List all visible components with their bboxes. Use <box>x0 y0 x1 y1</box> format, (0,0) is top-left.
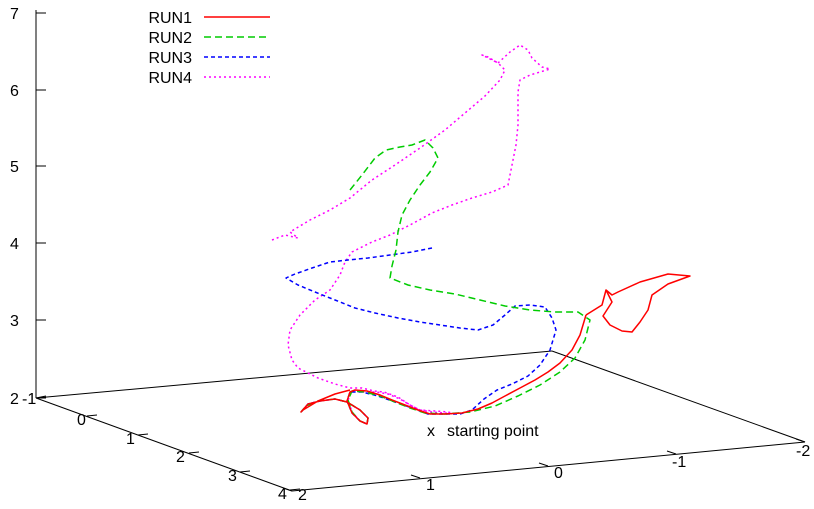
series-line-run4 <box>287 44 551 425</box>
y-tick-label: 1 <box>126 431 135 448</box>
series-layer <box>271 44 691 425</box>
x-tick-label: 0 <box>554 465 563 482</box>
legend: RUN1 RUN2 RUN3 RUN4 <box>148 10 270 87</box>
y-tick: 0 <box>77 412 98 429</box>
series-line-run4 <box>271 54 506 241</box>
x-tick: -2 <box>795 438 810 460</box>
legend-label: RUN2 <box>148 30 192 47</box>
z-tick-label: 3 <box>10 313 19 330</box>
z-tick: 3 <box>10 313 46 330</box>
x-tick: 0 <box>538 462 563 482</box>
z-tick: 7 <box>10 6 46 23</box>
y-tick-label: 0 <box>77 412 86 429</box>
starting-point-annotation: x starting point <box>427 423 539 440</box>
y-tick-label: 4 <box>278 486 287 503</box>
x-tick-label: -1 <box>672 454 686 471</box>
z-axis: 7 6 5 4 3 2 <box>10 6 46 408</box>
z-tick: 5 <box>10 159 46 176</box>
left-floor-edge <box>35 397 293 492</box>
legend-label: RUN1 <box>148 10 192 27</box>
back-floor-edge <box>35 350 553 399</box>
legend-entry: RUN4 <box>148 70 270 87</box>
series-line-run1 <box>585 273 691 333</box>
z-tick-label: 5 <box>10 159 19 176</box>
y-tick: 2 <box>176 449 200 466</box>
starting-point-marker: x <box>427 423 435 440</box>
legend-entry: RUN2 <box>148 30 270 47</box>
x-tick: -1 <box>666 450 686 471</box>
series-line-run3 <box>285 247 557 425</box>
legend-label: RUN4 <box>148 70 192 87</box>
z-tick: 6 <box>10 83 46 100</box>
x-tick: 1 <box>410 474 435 494</box>
y-tick: 4 <box>278 486 301 503</box>
legend-entry: RUN1 <box>148 10 270 27</box>
y-tick: 1 <box>126 431 149 448</box>
right-floor-edge <box>551 350 806 443</box>
series-line-run1 <box>300 314 587 425</box>
z-tick-label: 4 <box>10 236 19 253</box>
legend-entry: RUN3 <box>148 50 270 67</box>
z-tick-label: 7 <box>10 6 19 23</box>
x-tick-label: -2 <box>796 443 810 460</box>
y-tick-label: 2 <box>176 449 185 466</box>
y-axis: -1 0 1 2 3 4 <box>22 391 301 503</box>
z-tick-label: 2 <box>10 391 19 408</box>
legend-label: RUN3 <box>148 50 192 67</box>
starting-point-label: starting point <box>447 423 539 440</box>
z-tick: 4 <box>10 236 46 253</box>
y-tick: -1 <box>22 391 47 408</box>
y-tick-label: 3 <box>228 468 237 485</box>
y-tick-label: -1 <box>22 391 36 408</box>
series-line-run2 <box>300 139 591 425</box>
z-tick-label: 6 <box>10 83 19 100</box>
front-floor-edge <box>291 441 806 492</box>
y-tick: 3 <box>228 468 251 485</box>
x-axis: 2 1 0 -1 -2 <box>282 438 810 504</box>
x-tick-label: 1 <box>426 477 435 494</box>
axis-frame <box>35 10 806 492</box>
x-tick-label: 2 <box>298 487 307 504</box>
x-tick: 2 <box>282 487 307 504</box>
